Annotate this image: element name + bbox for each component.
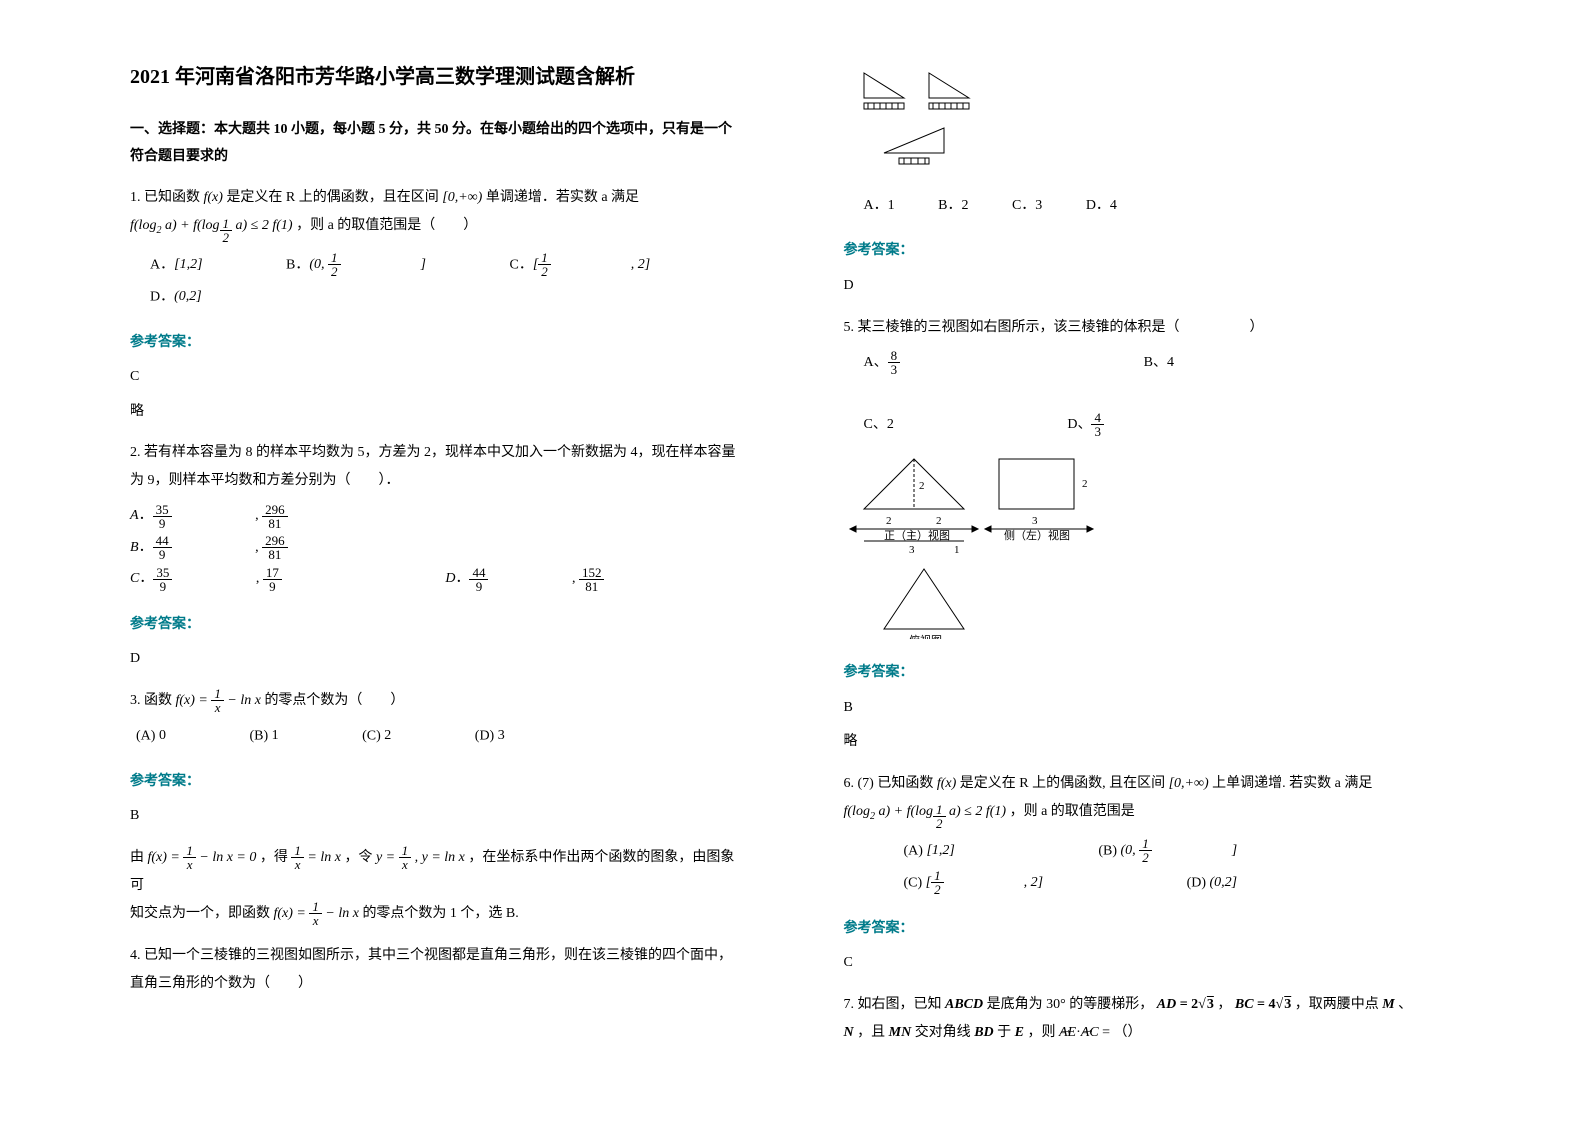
q2-optB: B．449 , 29681 bbox=[130, 533, 368, 564]
q1-answer-note: 略 bbox=[130, 399, 744, 426]
q5-ref-label: 参考答案： bbox=[844, 660, 1458, 687]
q6-optB: (B) (0, 12] bbox=[1098, 836, 1277, 867]
q6-fx: f(x) bbox=[937, 776, 956, 791]
question-2: 2. 若有样本容量为 8 的样本平均数为 5，方差为 2，现样本中又加入一个新数… bbox=[130, 439, 744, 495]
q6-stem-b: 是定义在 R 上的偶函数, 且在区间 bbox=[960, 776, 1169, 791]
q3-optD: (D) 3 bbox=[475, 721, 545, 752]
q3-options: (A) 0 (B) 1 (C) 2 (D) 3 bbox=[136, 721, 744, 753]
q1-stem-c: 单调递增．若实数 a 满足 bbox=[486, 190, 639, 205]
q3-optC: (C) 2 bbox=[362, 721, 431, 752]
svg-text:2: 2 bbox=[936, 515, 942, 527]
q3-ref-label: 参考答案： bbox=[130, 769, 744, 796]
question-4: 4. 已知一个三棱锥的三视图如图所示，其中三个视图都是直角三角形，则在该三棱锥的… bbox=[130, 942, 744, 998]
q1-optB: B．(0, 12] bbox=[286, 250, 466, 281]
q6-options: (A) [1,2] (B) (0, 12] (C) [12, 2] (D) (0… bbox=[904, 836, 1458, 899]
q1-optD: D．(0,2] bbox=[150, 282, 242, 313]
q5-optA: A、83 bbox=[864, 348, 981, 379]
q5-answer-note: 略 bbox=[844, 729, 1458, 756]
q2-ref-label: 参考答案： bbox=[130, 612, 744, 639]
svg-text:俯视图: 俯视图 bbox=[909, 633, 942, 639]
q5-optD: D、43 bbox=[1067, 410, 1184, 441]
q4-options: A．1 B．2 C．3 D．4 bbox=[864, 191, 1458, 222]
q4-answer: D bbox=[844, 273, 1458, 300]
q4-ref-label: 参考答案： bbox=[844, 238, 1458, 265]
svg-text:侧（左）视图: 侧（左）视图 bbox=[1004, 528, 1070, 542]
q6-stem-a: 6. (7) 已知函数 bbox=[844, 776, 937, 791]
q5-answer: B bbox=[844, 695, 1458, 722]
q6-optA: (A) [1,2] bbox=[904, 836, 995, 867]
page-title: 2021 年河南省洛阳市芳华路小学高三数学理测试题含解析 bbox=[130, 60, 744, 89]
q4-optA: A．1 bbox=[864, 191, 895, 222]
q5-optC: C、2 bbox=[864, 410, 894, 441]
question-1: 1. 已知函数 f(x) 是定义在 R 上的偶函数，且在区间 [0,+∞) 单调… bbox=[130, 184, 744, 244]
svg-text:2: 2 bbox=[1082, 478, 1088, 490]
q2-answer: D bbox=[130, 646, 744, 673]
q1-ineq: f(log2 a) + f(log12 a) ≤ 2 f(1) bbox=[130, 218, 293, 233]
q2-options: A．359 , 29681 B．449 , 29681 C．359 , 179 … bbox=[130, 501, 744, 595]
q4-optB: B．2 bbox=[938, 191, 968, 222]
q1-optC: C．[12, 2] bbox=[510, 250, 691, 281]
q6-optD: (D) (0,2] bbox=[1187, 868, 1278, 899]
q6-optC: (C) [12, 2] bbox=[904, 868, 1084, 899]
q5-diagram: 2 2 2 3 2 3 1 bbox=[844, 449, 1458, 644]
q4-diagram bbox=[844, 68, 1458, 183]
svg-text:2: 2 bbox=[886, 515, 892, 527]
q3-answer: B bbox=[130, 803, 744, 830]
q5-optB: B、4 bbox=[1144, 348, 1174, 379]
q1-stem-d: ，则 a 的取值范围是（ ） bbox=[296, 218, 477, 233]
question-3: 3. 函数 f(x) = 1x − ln x 的零点个数为（ ） bbox=[130, 687, 744, 715]
q6-stem-c: 上单调递增. 若实数 a 满足 bbox=[1212, 776, 1372, 791]
q6-stem-d: ，则 a 的取值范围是 bbox=[1010, 804, 1135, 819]
svg-text:2: 2 bbox=[919, 480, 925, 492]
section1-title: 一、选择题：本大题共 10 小题，每小题 5 分，共 50 分。在每小题给出的四… bbox=[130, 117, 744, 170]
svg-text:3: 3 bbox=[1032, 515, 1038, 527]
q3-optB: (B) 1 bbox=[249, 721, 318, 752]
q2-optA: A．359 , 29681 bbox=[130, 501, 368, 532]
q3-optA: (A) 0 bbox=[136, 721, 206, 752]
q6-interval: [0,+∞) bbox=[1169, 776, 1209, 791]
question-7: 7. 如右图，已知 ABCD 是底角为 30° 的等腰梯形， AD = 2√3 … bbox=[844, 991, 1458, 1047]
question-6: 6. (7) 已知函数 f(x) 是定义在 R 上的偶函数, 且在区间 [0,+… bbox=[844, 770, 1458, 830]
q1-stem-b: 是定义在 R 上的偶函数，且在区间 bbox=[226, 190, 442, 205]
q3-func: f(x) = 1x − ln x bbox=[176, 693, 261, 708]
q1-fx: f(x) bbox=[204, 190, 223, 205]
q3-stem-b: 的零点个数为（ ） bbox=[264, 693, 404, 708]
svg-text:3: 3 bbox=[909, 544, 915, 556]
q1-optA: A．[1,2] bbox=[150, 250, 243, 281]
q3-explain: 由 f(x) = 1x − ln x = 0 ，得 1x = ln x ，令 y… bbox=[130, 844, 744, 928]
q1-options: A．[1,2] B．(0, 12] C．[12, 2] D．(0,2] bbox=[150, 250, 744, 313]
q6-answer: C bbox=[844, 950, 1458, 977]
q5-options: A、83 B、4 C、2 D、43 bbox=[864, 348, 1458, 442]
svg-text:正（主）视图: 正（主）视图 bbox=[884, 528, 950, 542]
q6-ineq: f(log2 a) + f(log12 a) ≤ 2 f(1) bbox=[844, 804, 1007, 819]
q4-optD: D．4 bbox=[1086, 191, 1117, 222]
q1-ref-label: 参考答案： bbox=[130, 330, 744, 357]
q1-stem-a: 1. 已知函数 bbox=[130, 190, 204, 205]
q6-ref-label: 参考答案： bbox=[844, 916, 1458, 943]
q1-interval: [0,+∞) bbox=[442, 190, 482, 205]
q2-optC: C．359 , 179 bbox=[130, 564, 362, 595]
q4-optC: C．3 bbox=[1012, 191, 1042, 222]
svg-text:1: 1 bbox=[954, 544, 960, 556]
q1-answer: C bbox=[130, 364, 744, 391]
q3-stem-a: 3. 函数 bbox=[130, 693, 176, 708]
q2-optD: D．449 , 15281 bbox=[445, 564, 684, 595]
question-5: 5. 某三棱锥的三视图如右图所示，该三棱锥的体积是（ ） bbox=[844, 314, 1458, 342]
